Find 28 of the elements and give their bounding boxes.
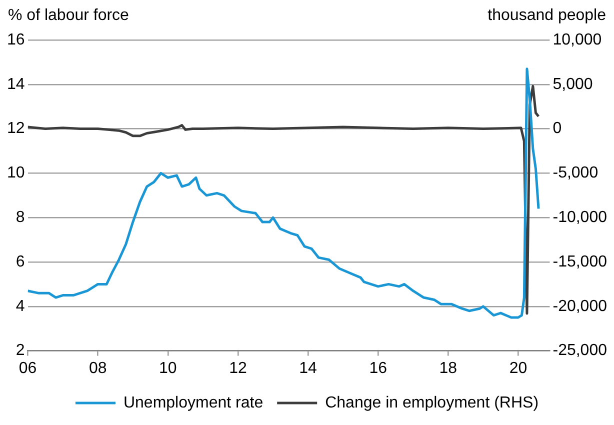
- y2-tick-label: -20,000: [552, 298, 608, 315]
- x-tick-label: 10: [159, 360, 177, 377]
- y-tick-label: 6: [16, 253, 25, 270]
- legend-label: Change in employment (RHS): [325, 394, 539, 412]
- x-tick-label: 16: [369, 360, 388, 377]
- y-tick-label: 16: [7, 31, 25, 48]
- x-tick-label: 08: [88, 360, 107, 377]
- y-tick-label: 2: [16, 342, 25, 360]
- x-tick-label: 12: [229, 360, 247, 377]
- y2-tick-label: 0: [552, 120, 562, 138]
- y-tick-label: 8: [16, 209, 25, 226]
- y2-tick-label: -10,000: [552, 209, 608, 226]
- x-tick-label: 20: [509, 360, 528, 377]
- y-tick-label: 14: [7, 76, 25, 93]
- y2-tick-label: -15,000: [552, 253, 608, 270]
- y2-tick-label: -25,000: [552, 342, 608, 360]
- y2-axis-title: thousand people: [488, 7, 606, 24]
- y2-tick-label: 10,000: [552, 31, 602, 48]
- x-tick-label: 14: [299, 360, 318, 377]
- y2-tick-label: -5,000: [552, 164, 598, 182]
- y-tick-label: 4: [16, 298, 25, 315]
- y-tick-label: 12: [7, 120, 25, 138]
- x-tick-label: 18: [439, 360, 458, 377]
- y-axis-title: % of labour force: [8, 7, 130, 24]
- legend-label: Unemployment rate: [123, 394, 264, 412]
- y-tick-label: 10: [7, 164, 25, 182]
- x-tick-label: 06: [18, 360, 37, 377]
- y2-tick-label: 5,000: [552, 76, 593, 93]
